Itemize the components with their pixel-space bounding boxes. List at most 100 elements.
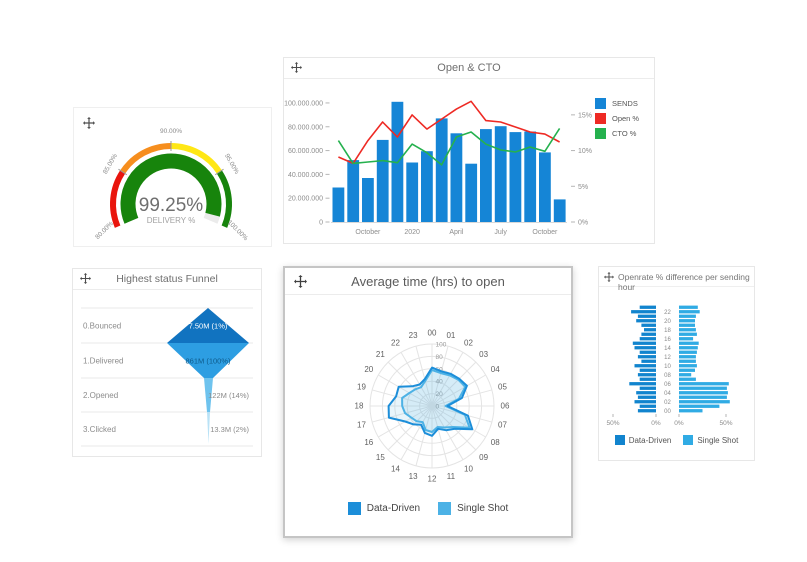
- svg-text:22: 22: [391, 338, 400, 347]
- svg-text:00: 00: [664, 409, 671, 415]
- legend-item-data-driven[interactable]: Data-Driven: [347, 502, 421, 515]
- panel-delivery-gauge: 80.00% 85.00% 90.00% 95.00% 100.00% 99.25% DEL…: [73, 107, 272, 247]
- open-pct-swatch: [595, 113, 606, 124]
- svg-text:22: 22: [664, 310, 671, 316]
- legend-label-data-driven: Data-Driven: [366, 503, 421, 514]
- pyramid-bar-chart[interactable]: 00 02 04 06 08 10 12 14 16 18 20 22 50% 0% 0% 50%: [599, 287, 754, 432]
- svg-text:80.00%: 80.00%: [94, 220, 115, 241]
- legend-item-open-pct[interactable]: Open %: [595, 113, 639, 124]
- svg-text:10: 10: [664, 364, 671, 370]
- svg-text:95.00%: 95.00%: [223, 153, 240, 176]
- svg-text:04: 04: [664, 391, 671, 397]
- svg-text:90.00%: 90.00%: [160, 128, 182, 135]
- panel-title-radar: Average time (hrs) to open: [351, 274, 505, 289]
- svg-text:12: 12: [428, 475, 437, 484]
- sends-swatch: [595, 98, 606, 109]
- svg-text:0%: 0%: [578, 220, 588, 227]
- panel-funnel-header: Highest status Funnel: [73, 269, 261, 290]
- svg-text:100: 100: [436, 342, 447, 349]
- svg-text:14: 14: [391, 465, 400, 474]
- svg-text:99.25%: 99.25%: [139, 195, 204, 216]
- legend-label-sends: SENDS: [612, 99, 638, 108]
- svg-text:19: 19: [357, 383, 366, 392]
- svg-text:15%: 15%: [578, 112, 592, 119]
- funnel-stage-value: 122M (14%): [208, 391, 249, 400]
- svg-text:5%: 5%: [578, 184, 588, 191]
- move-icon-glyph: [83, 117, 95, 129]
- svg-text:10%: 10%: [578, 148, 592, 155]
- svg-text:07: 07: [498, 420, 507, 429]
- svg-text:0%: 0%: [674, 420, 684, 427]
- svg-text:13: 13: [409, 472, 418, 481]
- svg-text:18: 18: [664, 328, 671, 334]
- svg-text:2020: 2020: [404, 229, 420, 236]
- legend-item-single-shot[interactable]: Single Shot: [683, 435, 738, 445]
- move-icon[interactable]: [604, 272, 614, 282]
- funnel-chart[interactable]: 0.Bounced 7.50M (1%) 1.Delivered 861M (100%…: [73, 290, 261, 456]
- svg-text:20: 20: [364, 365, 373, 374]
- svg-text:12: 12: [664, 355, 671, 361]
- legend-label-data-driven: Data-Driven: [628, 435, 672, 445]
- svg-text:10: 10: [464, 465, 473, 474]
- legend-label-single-shot: Single Shot: [697, 435, 739, 445]
- svg-text:100.000.000: 100.000.000: [284, 100, 323, 107]
- svg-text:23: 23: [409, 331, 418, 340]
- panel-title-funnel: Highest status Funnel: [116, 273, 218, 285]
- svg-text:02: 02: [664, 400, 671, 406]
- legend-item-sends[interactable]: SENDS: [595, 98, 639, 109]
- svg-text:80: 80: [436, 354, 444, 361]
- legend-label-cto-pct: CTO %: [612, 129, 637, 138]
- svg-text:50%: 50%: [719, 420, 732, 427]
- move-icon-glyph: [80, 273, 91, 284]
- svg-text:16: 16: [364, 438, 373, 447]
- svg-text:October: October: [355, 229, 381, 236]
- panel-average-time-to-open: Average time (hrs) to open 00 01 02 03 04 05 0…: [283, 266, 573, 538]
- funnel-stage-label: 0.Bounced: [83, 322, 121, 331]
- svg-text:DELIVERY %: DELIVERY %: [147, 216, 196, 225]
- funnel-stage-value: 7.50M (1%): [189, 322, 228, 331]
- funnel-stage-label: 2.Opened: [83, 391, 118, 400]
- data-driven-swatch: [347, 502, 361, 515]
- svg-text:40: 40: [436, 379, 444, 386]
- svg-text:00: 00: [428, 329, 437, 338]
- panel-openrate-difference: Openrate % difference per sending hour 0…: [598, 266, 755, 461]
- cto-pct-swatch: [595, 128, 606, 139]
- svg-text:08: 08: [491, 438, 500, 447]
- svg-text:100.00%: 100.00%: [226, 219, 249, 242]
- svg-text:17: 17: [357, 420, 366, 429]
- move-icon[interactable]: [80, 273, 92, 285]
- legend-item-single-shot[interactable]: Single Shot: [438, 502, 508, 515]
- svg-text:14: 14: [664, 346, 671, 352]
- funnel-stage-label: 1.Delivered: [83, 357, 123, 366]
- svg-text:21: 21: [376, 350, 385, 359]
- radar-legend: Data-Driven Single Shot: [285, 502, 571, 519]
- move-icon[interactable]: [294, 275, 307, 288]
- svg-text:20: 20: [436, 391, 444, 398]
- svg-text:0: 0: [436, 404, 440, 411]
- legend-label-single-shot: Single Shot: [457, 503, 509, 514]
- move-icon[interactable]: [83, 117, 95, 129]
- svg-text:01: 01: [446, 331, 455, 340]
- delivery-gauge-chart[interactable]: 80.00% 85.00% 90.00% 95.00% 100.00% 99.25%DEL…: [74, 108, 273, 246]
- svg-text:09: 09: [479, 453, 488, 462]
- svg-text:18: 18: [355, 402, 364, 411]
- svg-text:October: October: [532, 229, 558, 236]
- move-icon[interactable]: [291, 62, 303, 74]
- legend-item-data-driven[interactable]: Data-Driven: [614, 435, 672, 445]
- svg-text:04: 04: [491, 365, 500, 374]
- svg-text:20.000.000: 20.000.000: [288, 196, 323, 203]
- panel-pyramid-header: Openrate % difference per sending hour: [599, 267, 754, 292]
- open-cto-legend: SENDS Open % CTO %: [595, 98, 639, 143]
- svg-text:03: 03: [479, 350, 488, 359]
- funnel-stage-label: 3.Clicked: [83, 425, 116, 434]
- panel-radar-header: Average time (hrs) to open: [285, 268, 571, 295]
- open-cto-chart[interactable]: 0 20.000.000 40.000.000 60.000.000 80.000.00…: [284, 79, 654, 243]
- svg-text:20: 20: [664, 319, 671, 325]
- move-icon-glyph: [291, 62, 302, 73]
- single-shot-swatch: [438, 502, 452, 515]
- pyramid-legend: Data-Driven Single Shot: [599, 435, 754, 449]
- legend-item-cto-pct[interactable]: CTO %: [595, 128, 639, 139]
- panel-title-open-cto: Open & CTO: [437, 62, 501, 74]
